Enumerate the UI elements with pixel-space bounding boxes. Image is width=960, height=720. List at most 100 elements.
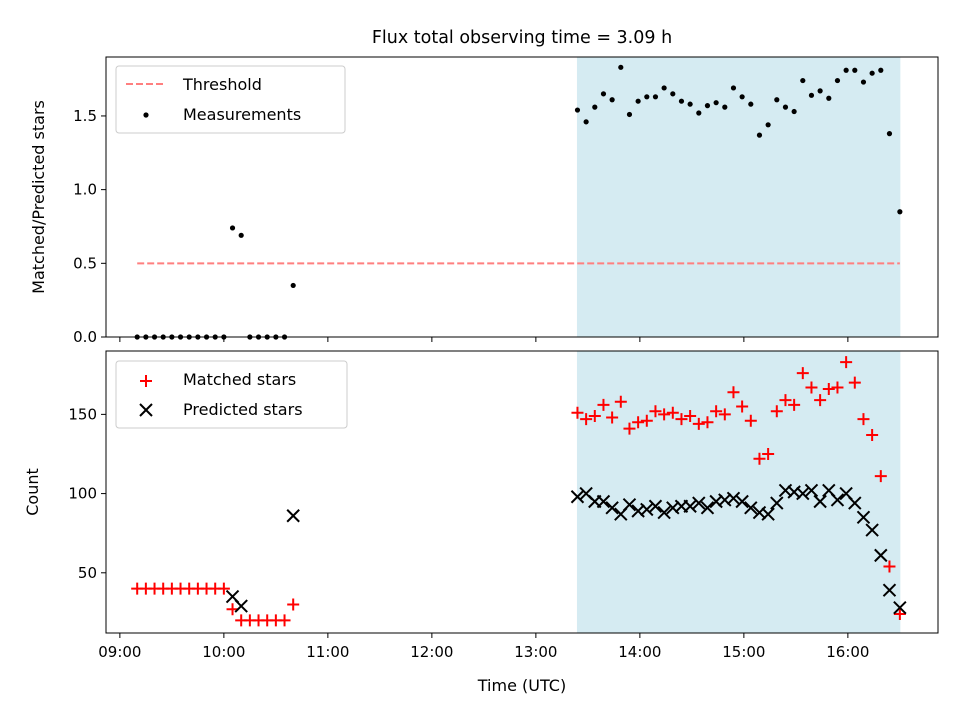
top-legend-box xyxy=(115,65,346,134)
x-tick-label: 10:00 xyxy=(202,643,245,661)
measurement-point xyxy=(238,232,244,238)
x-tick-label: 14:00 xyxy=(618,643,661,661)
measurement-point xyxy=(756,132,763,138)
measurement-point xyxy=(704,103,711,109)
matched-point xyxy=(684,409,697,422)
matched-point xyxy=(874,470,887,483)
matched-point xyxy=(226,603,239,616)
measurement-point xyxy=(670,91,676,97)
matched-point xyxy=(580,413,593,426)
predicted-point xyxy=(700,501,715,515)
measurement-point xyxy=(600,91,607,97)
matched-point xyxy=(701,416,714,429)
measurement-point xyxy=(678,98,685,104)
matched-point xyxy=(287,598,300,611)
predicted-point xyxy=(735,494,749,509)
predicted-point xyxy=(874,548,888,563)
measurement-point xyxy=(869,70,875,76)
predicted-point xyxy=(848,496,862,510)
predicted-point xyxy=(286,509,300,523)
measurement-point xyxy=(618,64,624,70)
matched-point xyxy=(710,405,723,418)
observing-window-top xyxy=(576,56,901,338)
predicted-point xyxy=(882,583,897,597)
measurement-point xyxy=(817,88,823,94)
predicted-point xyxy=(570,490,585,504)
matched-point xyxy=(788,398,801,411)
matched-point xyxy=(666,406,679,419)
bottom-x-ticks: 09:00 10:00 11:00 12:00 13:00 14:00 15:00 16:00 xyxy=(98,633,869,661)
measurement-point xyxy=(609,97,615,103)
matched-point xyxy=(866,428,879,441)
measurement-point xyxy=(713,100,719,106)
x-tick-label: 16:00 xyxy=(826,643,869,661)
matched-point xyxy=(779,394,792,407)
measurement-point xyxy=(834,77,841,84)
predicted-star-points xyxy=(225,483,907,615)
predicted-point xyxy=(234,599,248,613)
measurement-point xyxy=(652,94,659,100)
measurement-point xyxy=(592,104,598,110)
matched-point xyxy=(623,422,636,435)
y-tick-label: 50 xyxy=(78,564,97,582)
matched-point xyxy=(278,614,291,627)
matched-point xyxy=(744,414,757,427)
top-legend: Threshold Measurements xyxy=(115,65,346,134)
measurement-point xyxy=(722,104,728,110)
matched-point xyxy=(848,376,861,389)
predicted-point xyxy=(830,493,845,507)
predicted-point xyxy=(726,491,741,506)
measurement-point xyxy=(765,122,771,128)
matched-point xyxy=(736,400,749,413)
measurement-point xyxy=(626,111,633,118)
predicted-point xyxy=(648,499,663,513)
predicted-point xyxy=(856,510,871,525)
matched-point xyxy=(727,386,740,399)
y-tick-label: 150 xyxy=(68,405,97,423)
matched-point xyxy=(814,394,827,407)
predicted-point xyxy=(804,483,819,498)
matched-point xyxy=(857,413,870,426)
matched-star-points xyxy=(131,356,906,627)
matched-point xyxy=(692,417,705,430)
measurement-point xyxy=(687,101,693,107)
measurement-point xyxy=(791,108,797,115)
matched-point xyxy=(658,408,671,421)
matched-point xyxy=(675,413,688,426)
matched-point xyxy=(893,607,906,620)
measurement-point xyxy=(661,85,667,91)
predicted-point xyxy=(865,523,879,537)
predicted-point xyxy=(640,502,654,517)
matched-point xyxy=(796,367,809,380)
x-tick-label: 15:00 xyxy=(722,643,765,661)
matched-point xyxy=(770,405,783,418)
bottom-legend-box xyxy=(115,360,348,429)
measurement-point xyxy=(644,94,650,100)
measurement-point xyxy=(843,67,849,73)
top-y-axis-label: Matched/Predicted stars xyxy=(29,100,48,294)
predicted-point xyxy=(596,494,611,509)
matched-legend-label: Matched stars xyxy=(183,370,296,389)
matched-point xyxy=(805,381,818,394)
x-tick-label: 11:00 xyxy=(306,643,349,661)
top-panel: 0.0 0.5 1.0 1.5 Matched/Predicted stars Thr… xyxy=(29,56,939,346)
matched-point xyxy=(571,406,584,419)
matched-point xyxy=(640,414,653,427)
matched-legend-marker xyxy=(140,375,152,387)
y-tick-label: 0.5 xyxy=(73,254,97,272)
measurement-point xyxy=(782,104,789,110)
measurement-point xyxy=(860,79,867,85)
y-tick-label: 1.5 xyxy=(73,107,97,125)
predicted-point xyxy=(761,507,775,521)
predicted-point xyxy=(893,600,907,615)
measurement-point xyxy=(878,67,884,73)
measurement-point xyxy=(635,98,641,104)
measurement-point xyxy=(290,282,296,289)
measurement-point xyxy=(826,95,832,101)
measurement-point xyxy=(574,107,581,113)
predicted-point xyxy=(813,494,827,509)
measurement-point xyxy=(852,67,858,73)
bottom-legend: Matched stars Predicted stars xyxy=(115,360,348,429)
x-tick-label: 12:00 xyxy=(410,643,453,661)
chart-title: Flux total observing time = 3.09 h xyxy=(372,28,672,48)
